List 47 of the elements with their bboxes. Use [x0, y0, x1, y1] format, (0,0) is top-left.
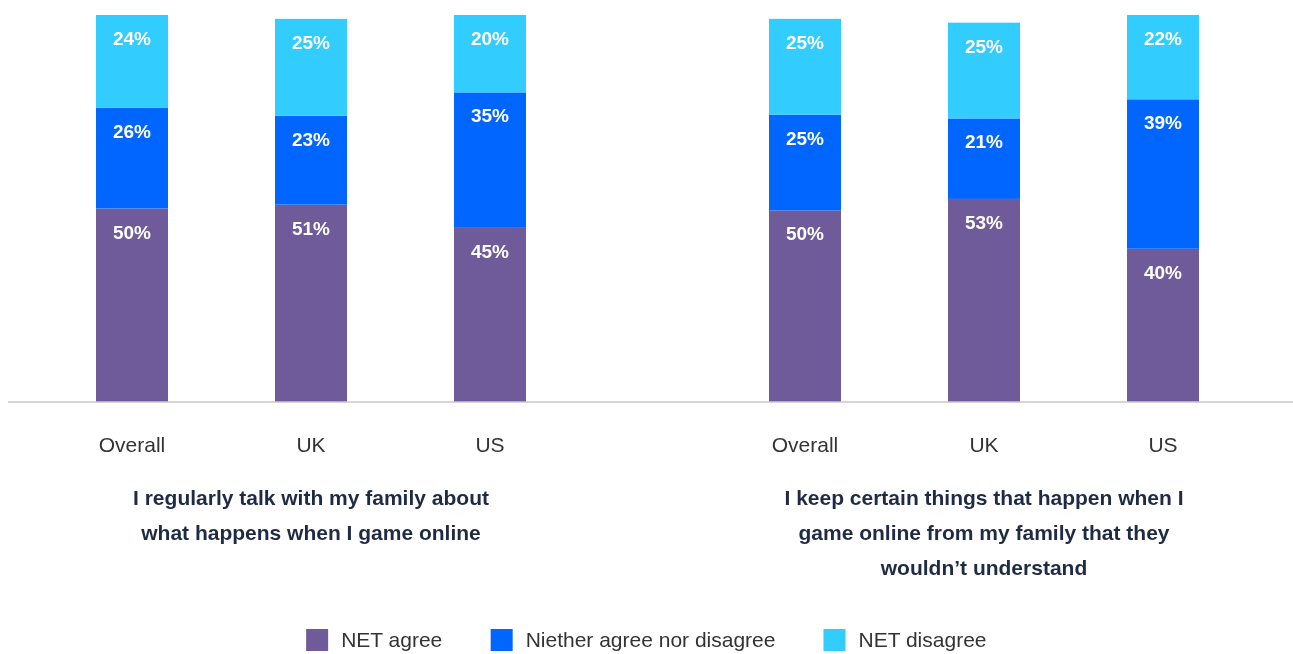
bar [1127, 15, 1199, 100]
data-label: 50% [785, 223, 825, 245]
bar [769, 210, 841, 402]
data-label: 45% [470, 240, 510, 262]
bar [96, 208, 168, 402]
bar [769, 18, 841, 115]
bar [96, 15, 168, 108]
data-label: 25% [785, 127, 825, 149]
bar [1127, 99, 1199, 249]
data-label: 25% [964, 35, 1004, 57]
bar [948, 118, 1020, 199]
data-label: 24% [112, 28, 152, 49]
data-label: 39% [1143, 112, 1183, 134]
data-label: 21% [964, 131, 1004, 153]
legend-label: NET disagree [858, 628, 987, 651]
data-label: 23% [291, 128, 331, 150]
data-label: 40% [1143, 261, 1183, 283]
bar [275, 18, 347, 116]
bar [454, 92, 526, 228]
x-tick-label: UK [969, 433, 999, 456]
data-label: 26% [112, 120, 152, 142]
bar [948, 22, 1020, 119]
data-label: 35% [470, 105, 510, 127]
x-tick-label: Overall [771, 433, 839, 456]
x-axis-title: I regularly talk with my family about what happens when I game online [133, 486, 489, 544]
x-axis-title: I keep certain things that happen when I game online from my family that they wouldn’t understand [784, 486, 1184, 579]
legend-label: NET agree [341, 628, 443, 651]
data-label: 51% [291, 217, 331, 239]
x-tick-label: Overall [98, 433, 166, 456]
data-label: 25% [291, 31, 331, 53]
data-label: 20% [470, 28, 510, 49]
bar [454, 227, 526, 402]
bar [948, 198, 1020, 402]
bar [275, 115, 347, 205]
x-tick-label: US [475, 433, 505, 456]
legend-label: Niether agree nor disagree [525, 628, 776, 651]
data-label: 25% [785, 31, 825, 53]
bar [769, 114, 841, 211]
data-label: 53% [964, 211, 1004, 233]
bar [1127, 248, 1199, 402]
bar [96, 107, 168, 209]
x-tick-label: UK [296, 433, 326, 456]
data-label: 22% [1143, 28, 1183, 49]
bar [454, 15, 526, 93]
bar [275, 204, 347, 402]
x-tick-label: US [1148, 433, 1178, 456]
data-label: 50% [112, 221, 152, 243]
